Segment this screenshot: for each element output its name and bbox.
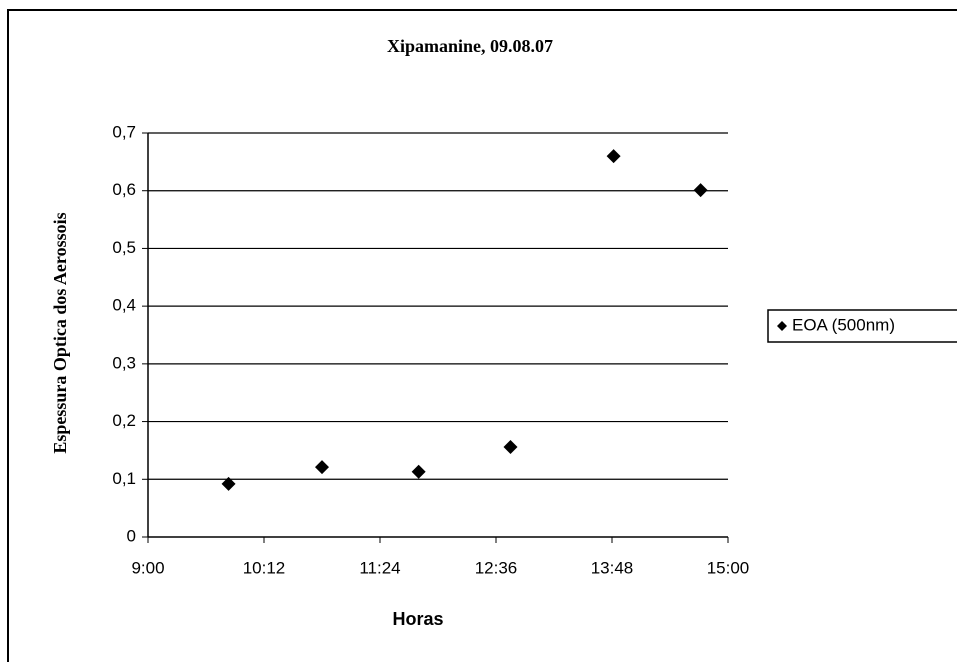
x-tick-label: 12:36 [475,558,518,577]
x-tick-label: 10:12 [243,558,286,577]
legend [767,309,957,343]
legend-marker [777,321,787,331]
y-tick-label: 0,4 [112,296,136,315]
y-tick-label: 0 [127,526,136,545]
chart-frame [7,9,957,662]
x-tick-label: 13:48 [591,558,634,577]
y-tick-label: 0,5 [112,238,136,257]
y-tick-label: 0,1 [112,469,136,488]
legend-label: EOA (500nm) [792,315,895,334]
data-point [693,183,708,198]
x-tick-label: 11:24 [359,558,400,577]
chart-title: Xipamanine, 09.08.07 [387,36,553,56]
data-point [221,476,236,491]
y-tick-label: 0,6 [112,180,136,199]
x-axis-label: Horas [392,609,443,629]
y-axis-label: Espessura Optica dos Aerossois [50,212,70,453]
data-point [606,149,621,164]
y-tick-label: 0,2 [112,411,136,430]
y-tick-label: 0,7 [112,122,136,141]
data-point [315,460,329,475]
x-tick-label: 15:00 [707,558,750,577]
y-tick-label: 0,3 [112,353,136,372]
data-point [503,439,518,454]
x-tick-label: 9:00 [131,558,164,577]
data-point [411,464,426,479]
